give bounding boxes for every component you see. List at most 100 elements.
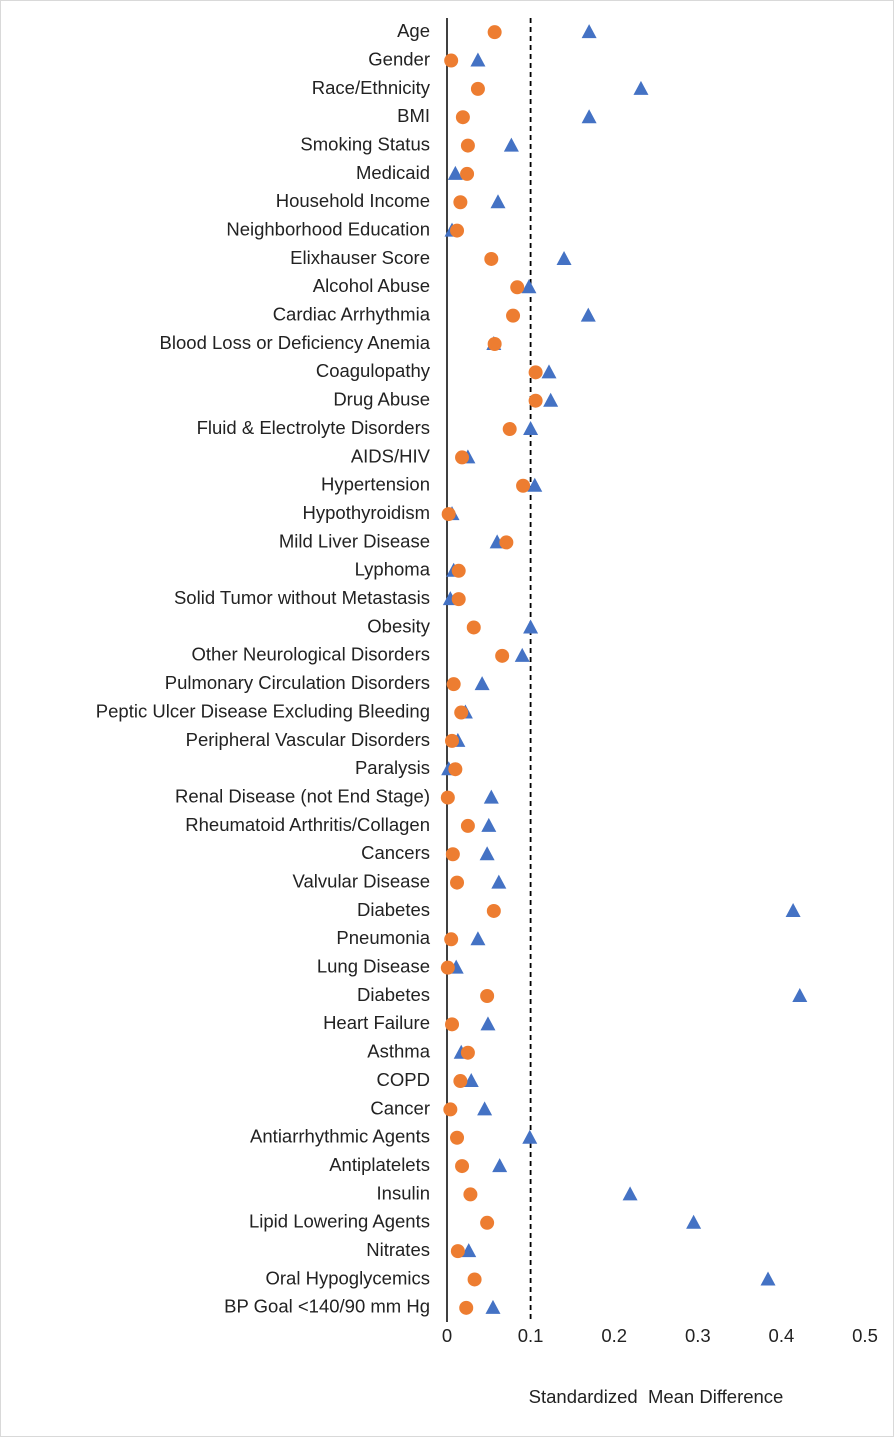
- y-tick-label: Rheumatoid Arthritis/Collagen: [185, 814, 430, 835]
- y-tick-label: Race/Ethnicity: [312, 77, 431, 98]
- dot: [446, 677, 461, 692]
- triangle: [785, 902, 801, 917]
- y-tick-label: Cardiac Arrhythmia: [273, 304, 431, 325]
- y-tick-label: COPD: [377, 1069, 430, 1090]
- y-tick-label: Valvular Disease: [293, 870, 430, 891]
- y-tick-label: Gender: [368, 48, 430, 69]
- dot: [441, 507, 456, 522]
- dot: [444, 53, 459, 68]
- triangle: [483, 789, 499, 804]
- y-tick-label: Elixhauser Score: [290, 247, 430, 268]
- dot: [460, 1045, 475, 1060]
- y-tick-label: Obesity: [367, 615, 430, 636]
- y-tick-label: Medicaid: [356, 162, 430, 183]
- y-tick-label: Pneumonia: [336, 927, 430, 948]
- y-tick-label: Asthma: [367, 1041, 430, 1062]
- y-tick-label: Pulmonary Circulation Disorders: [165, 672, 430, 693]
- dot: [480, 989, 495, 1003]
- triangle: [521, 279, 537, 294]
- dot: [528, 365, 543, 380]
- triangle: [622, 1186, 638, 1201]
- dot: [450, 875, 465, 890]
- y-tick-label: Coagulopathy: [316, 360, 431, 381]
- triangle: [543, 392, 559, 407]
- triangle: [760, 1271, 776, 1286]
- y-tick-label: Diabetes: [357, 984, 430, 1005]
- dot: [460, 138, 475, 153]
- y-tick-label: Lung Disease: [317, 956, 430, 977]
- triangle: [480, 1016, 496, 1031]
- y-tick-label: BP Goal <140/90 mm Hg: [224, 1296, 430, 1317]
- triangle: [686, 1214, 702, 1229]
- x-tick-label: 0.4: [769, 1325, 795, 1346]
- dot: [499, 535, 514, 550]
- dot: [451, 592, 466, 607]
- dot: [443, 1102, 458, 1117]
- dot: [470, 81, 485, 96]
- dot: [455, 110, 470, 125]
- triangle: [481, 817, 497, 832]
- triangle: [527, 477, 543, 492]
- y-tick-label: Lipid Lowering Agents: [249, 1211, 430, 1232]
- dot: [451, 563, 466, 578]
- y-tick-label: Oral Hypoglycemics: [266, 1267, 431, 1288]
- dot: [444, 932, 459, 947]
- dot: [450, 223, 465, 238]
- y-tick-label: Insulin: [377, 1182, 430, 1203]
- y-tick-label: Diabetes: [357, 899, 430, 920]
- y-tick-label: Age: [397, 20, 430, 41]
- dot: [460, 166, 475, 181]
- dot: [445, 733, 460, 748]
- y-tick-label: Antiplatelets: [329, 1154, 430, 1175]
- dot: [506, 308, 521, 323]
- dot: [463, 1187, 478, 1202]
- y-tick-label: Cancer: [370, 1097, 430, 1118]
- triangle: [474, 676, 490, 691]
- y-tick-label: Peripheral Vascular Disorders: [186, 729, 430, 750]
- x-tick-label: 0.3: [685, 1325, 711, 1346]
- y-tick-label: Solid Tumor without Metastasis: [174, 587, 430, 608]
- y-tick-label: Renal Disease (not End Stage): [175, 785, 430, 806]
- triangle: [485, 1299, 501, 1314]
- y-tick-label: Paralysis: [355, 757, 430, 778]
- triangle: [792, 988, 808, 1002]
- dot: [528, 393, 543, 408]
- y-tick-label: Cancers: [361, 842, 430, 863]
- dot: [455, 1159, 470, 1174]
- dot: [445, 847, 460, 862]
- dot: [440, 790, 455, 805]
- triangle: [461, 1243, 477, 1258]
- triangle: [479, 846, 495, 861]
- y-tick-label: AIDS/HIV: [351, 445, 431, 466]
- dot: [455, 450, 470, 465]
- triangle: [541, 364, 557, 379]
- y-tick-label: Household Income: [276, 190, 430, 211]
- dot: [445, 1017, 460, 1032]
- y-tick-label: Heart Failure: [323, 1012, 430, 1033]
- y-tick-label: Antiarrhythmic Agents: [250, 1126, 430, 1147]
- dot: [480, 1215, 495, 1230]
- triangle: [470, 52, 486, 67]
- triangle: [491, 874, 507, 889]
- y-tick-label: Drug Abuse: [333, 389, 430, 410]
- y-tick-label: Smoking Status: [300, 133, 430, 154]
- dot: [448, 762, 463, 777]
- dot: [453, 1074, 468, 1089]
- triangle: [470, 931, 486, 946]
- dot: [466, 620, 481, 635]
- y-tick-label: Fluid & Electrolyte Disorders: [197, 417, 430, 438]
- y-tick-label: Neighborhood Education: [226, 218, 430, 239]
- y-tick-label: Peptic Ulcer Disease Excluding Bleeding: [96, 700, 430, 721]
- triangle: [522, 1129, 538, 1144]
- triangle: [477, 1101, 493, 1116]
- y-tick-label: Mild Liver Disease: [279, 530, 430, 551]
- y-tick-label: Alcohol Abuse: [313, 275, 430, 296]
- dot: [453, 195, 468, 210]
- y-tick-label: Other Neurological Disorders: [191, 644, 430, 665]
- dot: [486, 903, 501, 918]
- y-tick-label: Hypertension: [321, 474, 430, 495]
- dot: [450, 1244, 465, 1259]
- x-tick-label: 0.1: [518, 1325, 544, 1346]
- dot: [484, 251, 499, 266]
